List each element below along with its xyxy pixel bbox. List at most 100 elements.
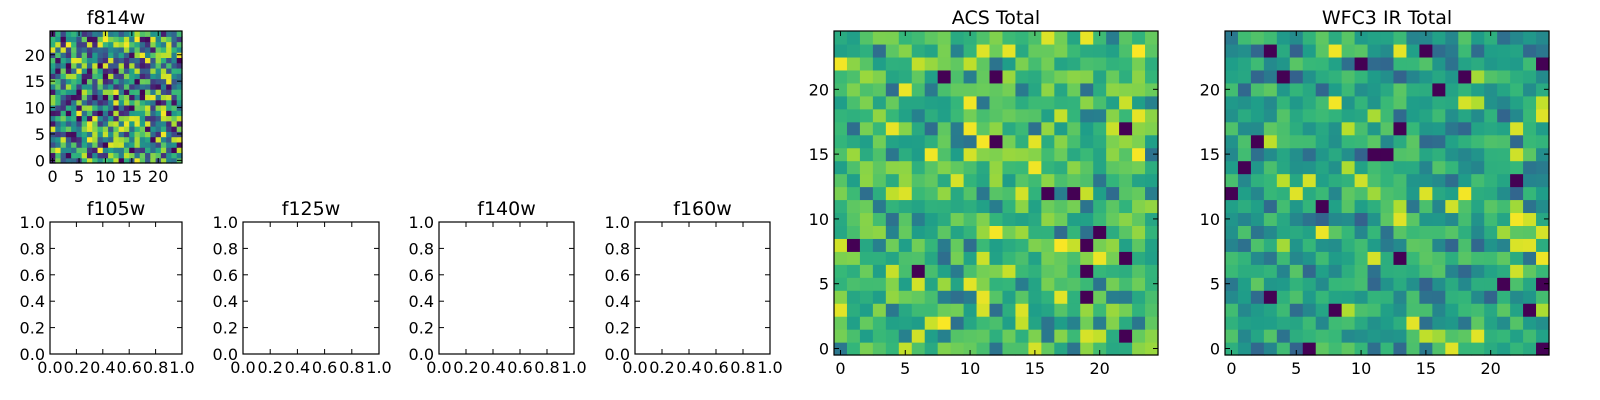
heatmap-cell — [139, 120, 146, 127]
heatmap-cell — [976, 56, 991, 71]
heatmap-cell — [176, 73, 183, 80]
heatmap-cell — [1497, 31, 1511, 45]
heatmap-cell — [1132, 225, 1146, 239]
heatmap-cell — [989, 186, 1004, 201]
heatmap-cell — [65, 89, 72, 95]
x-tick-label: 0.8 — [534, 358, 559, 377]
heatmap-cell — [55, 67, 62, 74]
heatmap-cell — [50, 115, 56, 122]
heatmap-cell — [1250, 329, 1265, 343]
heatmap-cell — [118, 36, 125, 43]
heatmap-cell — [92, 99, 99, 106]
heatmap-cell — [123, 46, 130, 53]
heatmap-cell — [92, 157, 99, 164]
heatmap-cell — [1315, 251, 1330, 265]
y-tick-label: 0.4 — [213, 292, 238, 311]
x-tick-label: 0.2 — [64, 358, 89, 377]
heatmap-cell — [139, 78, 146, 85]
heatmap-cell — [113, 141, 120, 148]
heatmap-cell — [1354, 238, 1369, 252]
heatmap-cell — [1276, 212, 1291, 226]
heatmap-cell — [1536, 290, 1550, 304]
heatmap-cell — [166, 36, 173, 43]
heatmap-cell — [166, 73, 173, 80]
heatmap-cell — [1315, 316, 1330, 330]
heatmap-cell — [1419, 251, 1433, 265]
heatmap-cell — [1523, 316, 1537, 330]
heatmap-cell — [76, 36, 83, 43]
heatmap-cell — [1406, 134, 1420, 149]
heatmap-cell — [1458, 342, 1472, 356]
heatmap-cell — [50, 83, 56, 90]
heatmap-cell — [76, 73, 83, 80]
heatmap-cell — [1289, 186, 1304, 201]
heatmap-cell — [1471, 108, 1485, 123]
heatmap-cell — [1367, 69, 1382, 84]
heatmap-cell — [1432, 329, 1446, 343]
heatmap-cell — [155, 110, 162, 117]
heatmap-cell — [71, 94, 77, 101]
heatmap-cell — [1015, 108, 1029, 123]
heatmap-cell — [160, 147, 167, 154]
heatmap-cell — [1002, 277, 1017, 291]
heatmap-cell — [1237, 251, 1252, 265]
heatmap-cell — [1458, 147, 1472, 162]
heatmap-cell — [55, 31, 62, 37]
heatmap-cell — [1341, 43, 1356, 58]
heatmap-cell — [1145, 329, 1159, 343]
heatmap-cell — [1028, 199, 1042, 214]
heatmap-cell — [166, 94, 173, 101]
heatmap-cell — [1406, 43, 1420, 58]
heatmap-cell — [81, 36, 88, 43]
heatmap-cell — [1419, 56, 1433, 71]
heatmap-cell — [976, 316, 991, 330]
heatmap-cell — [102, 94, 109, 101]
heatmap-cell — [60, 115, 67, 122]
heatmap-cell — [1393, 212, 1408, 226]
heatmap-cell — [1106, 225, 1120, 239]
heatmap-cell — [1432, 82, 1446, 97]
heatmap-cell — [1002, 121, 1017, 136]
heatmap-cell — [1354, 212, 1369, 226]
heatmap-cell — [963, 43, 978, 58]
heatmap-cell — [1002, 251, 1017, 265]
heatmap-cell — [60, 41, 67, 48]
heatmap-cell — [1106, 69, 1120, 84]
heatmap-cell — [846, 238, 861, 252]
heatmap-cell — [81, 141, 88, 148]
heatmap-cell — [92, 46, 99, 53]
heatmap-cell — [118, 115, 125, 122]
heatmap-cell — [1406, 199, 1420, 214]
heatmap-cell — [1028, 160, 1042, 175]
heatmap-cell — [1289, 290, 1304, 304]
heatmap-cell — [145, 83, 151, 90]
y-tick-label: 5 — [819, 275, 829, 294]
heatmap-cell — [102, 141, 109, 148]
heatmap-cell — [1093, 186, 1107, 201]
heatmap-cell — [1380, 251, 1395, 265]
heatmap-cell — [989, 251, 1004, 265]
heatmap-cell — [924, 56, 939, 71]
heatmap-cell — [139, 73, 146, 80]
heatmap-cell — [1484, 225, 1498, 239]
heatmap-cell — [1471, 303, 1485, 317]
heatmap-cell — [1328, 186, 1343, 201]
x-tick-label: 0.2 — [257, 358, 282, 377]
heatmap-cell — [1328, 82, 1343, 97]
heatmap-cell — [924, 329, 939, 343]
heatmap-cell — [1471, 251, 1485, 265]
heatmap-cell — [160, 62, 167, 69]
heatmap-cell — [1471, 95, 1485, 110]
heatmap-cell — [134, 62, 141, 69]
heatmap-cell — [1341, 134, 1356, 149]
y-tick-label: 0.0 — [605, 345, 630, 364]
heatmap-cell — [950, 31, 965, 45]
heatmap-cell — [1536, 147, 1550, 162]
panel-title: WFC3 IR Total — [1322, 7, 1452, 29]
heatmap-cell — [1054, 212, 1068, 226]
heatmap-cell — [1067, 316, 1081, 330]
heatmap-cell — [911, 199, 926, 214]
heatmap-cell — [1536, 108, 1550, 123]
heatmap-cell — [1106, 329, 1120, 343]
heatmap-cell — [989, 212, 1004, 226]
